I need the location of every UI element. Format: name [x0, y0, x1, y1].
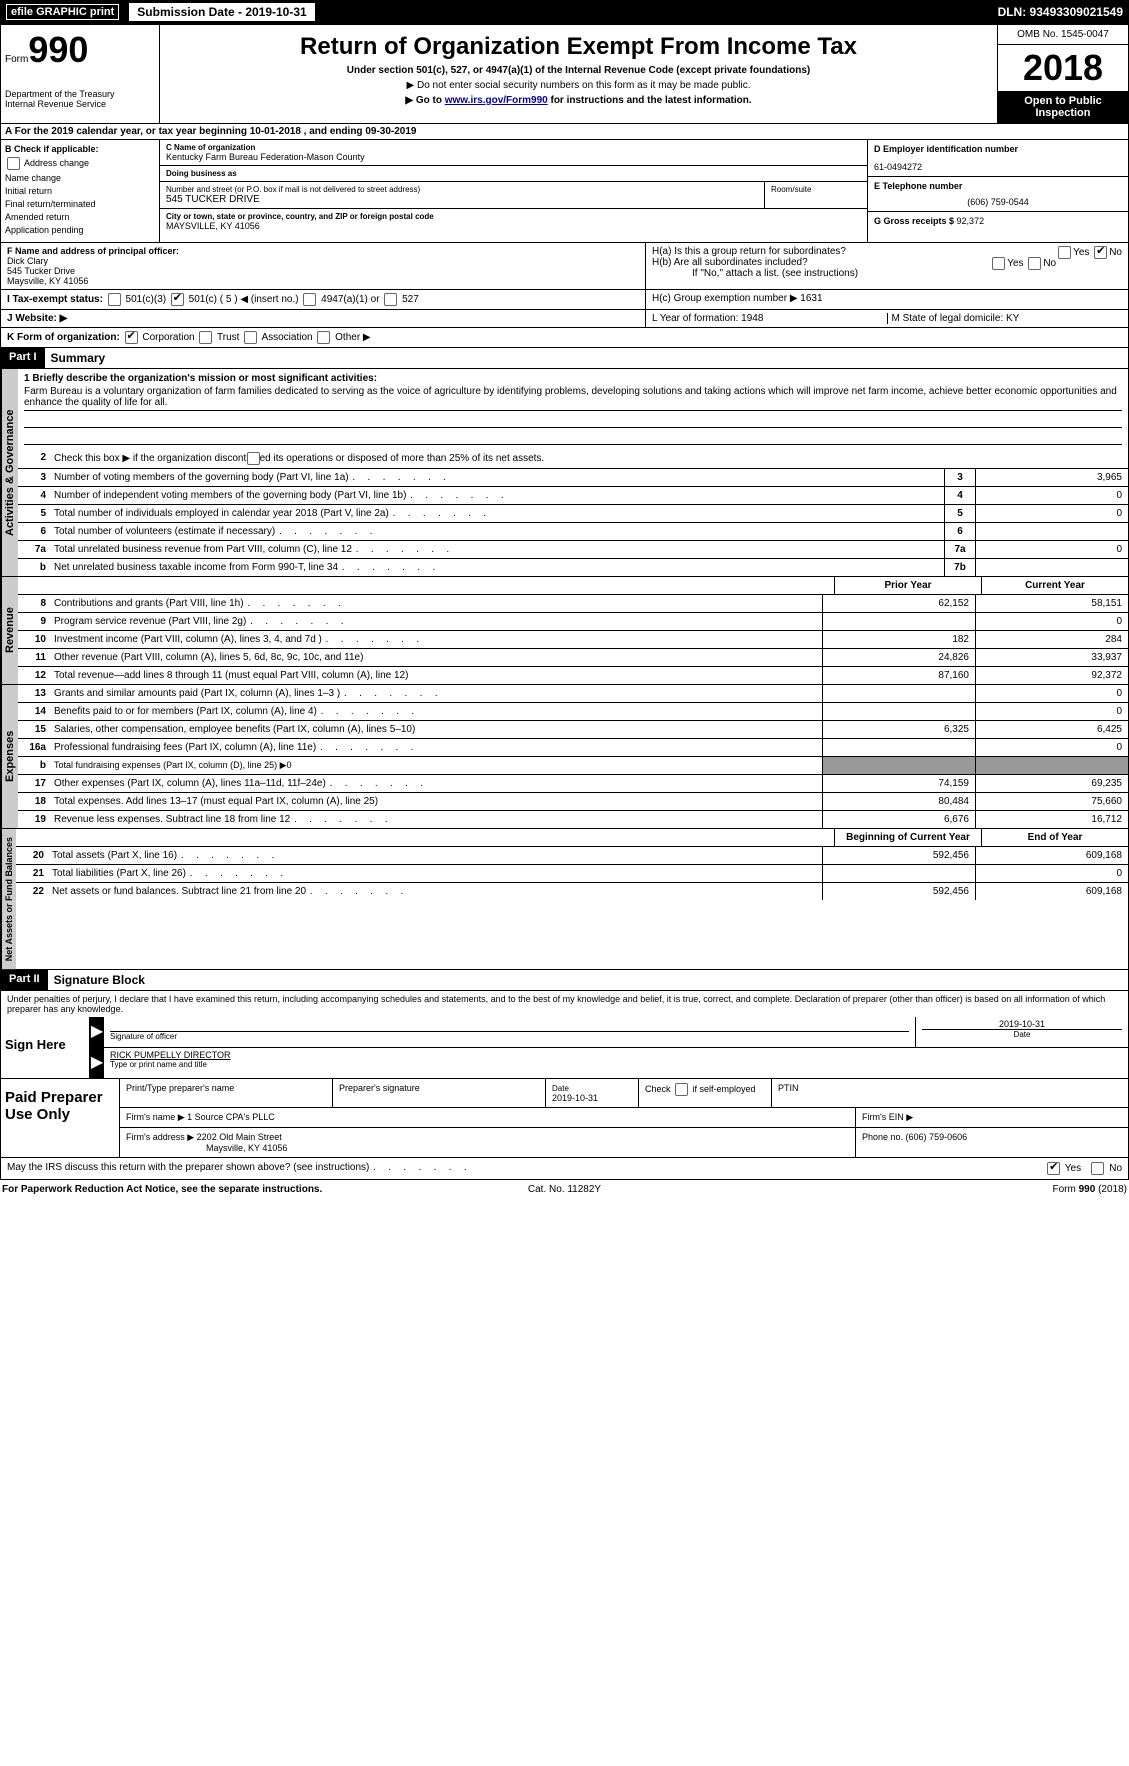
open-to-public: Open to Public Inspection [998, 91, 1128, 123]
sign-here-label: Sign Here [1, 1017, 90, 1078]
col-d-ein: D Employer identification number 61-0494… [867, 140, 1128, 242]
part1-header: Part I Summary [0, 348, 1129, 369]
footer: For Paperwork Reduction Act Notice, see … [0, 1180, 1129, 1199]
cb-assoc[interactable] [244, 331, 257, 344]
l5-val: 0 [975, 505, 1128, 522]
revenue-section: Revenue Prior YearCurrent Year 8Contribu… [0, 577, 1129, 685]
form-header: Form990 Department of the Treasury Inter… [0, 24, 1129, 124]
top-bar: efile GRAPHIC print Submission Date - 20… [0, 0, 1129, 24]
firm-addr2: Maysville, KY 41056 [206, 1143, 287, 1153]
firm-name: 1 Source CPA's PLLC [187, 1112, 275, 1122]
firm-addr1: 2202 Old Main Street [197, 1132, 282, 1142]
paid-preparer-label: Paid Preparer Use Only [1, 1079, 120, 1157]
mission-text: Farm Bureau is a voluntary organization … [24, 384, 1122, 411]
officer-typed-name: RICK PUMPELLY DIRECTOR [110, 1050, 1122, 1060]
cb-4947[interactable] [303, 293, 316, 306]
subtitle-3: ▶ Go to www.irs.gov/Form990 for instruct… [164, 95, 993, 106]
row-fh: F Name and address of principal officer:… [0, 243, 1129, 290]
row-i-tax-status: I Tax-exempt status: 501(c)(3) 501(c) ( … [0, 290, 1129, 310]
row-a-tax-year: A For the 2019 calendar year, or tax yea… [0, 124, 1129, 140]
activities-governance: Activities & Governance 1 Briefly descri… [0, 369, 1129, 577]
cb-initial-return[interactable]: Initial return [5, 186, 155, 196]
state-domicile: M State of legal domicile: KY [888, 313, 1123, 324]
submission-date: Submission Date - 2019-10-31 [129, 3, 314, 21]
cb-527[interactable] [384, 293, 397, 306]
cb-discuss-no[interactable] [1091, 1162, 1104, 1175]
cb-address-change[interactable]: Address change [5, 157, 155, 170]
expenses-section: Expenses 13Grants and similar amounts pa… [0, 685, 1129, 829]
officer-name: Dick Clary [7, 256, 48, 266]
cb-corp[interactable] [125, 331, 138, 344]
form-label: Form [5, 54, 28, 65]
block-bcde: B Check if applicable: Address change Na… [0, 140, 1129, 243]
vert-expenses: Expenses [1, 685, 18, 828]
cb-name-change[interactable]: Name change [5, 173, 155, 183]
hc-group-exemption: H(c) Group exemption number ▶ 1631 [645, 290, 1128, 309]
l7b-val [975, 559, 1128, 576]
arrow-icon: ▶ [90, 1048, 104, 1078]
paid-preparer-section: Paid Preparer Use Only Print/Type prepar… [0, 1079, 1129, 1158]
vert-netassets: Net Assets or Fund Balances [1, 829, 16, 969]
form-number: 990 [28, 29, 88, 70]
discuss-row: May the IRS discuss this return with the… [0, 1158, 1129, 1180]
org-name: Kentucky Farm Bureau Federation-Mason Co… [166, 152, 861, 162]
firm-phone: (606) 759-0606 [906, 1132, 968, 1142]
city: MAYSVILLE, KY 41056 [166, 221, 861, 231]
subtitle-1: Under section 501(c), 527, or 4947(a)(1)… [164, 65, 993, 76]
dept: Department of the Treasury Internal Reve… [5, 89, 155, 109]
signature-block: Under penalties of perjury, I declare th… [0, 991, 1129, 1079]
cb-501c3[interactable] [108, 293, 121, 306]
cb-discontinued[interactable] [247, 452, 260, 465]
col-c-org-info: C Name of organization Kentucky Farm Bur… [160, 140, 867, 242]
cb-app-pending[interactable]: Application pending [5, 225, 155, 235]
cb-self-employed[interactable] [675, 1083, 688, 1096]
subtitle-2: ▶ Do not enter social security numbers o… [164, 80, 993, 91]
row-k-form-org: K Form of organization: Corporation Trus… [0, 328, 1129, 348]
cb-501c[interactable] [171, 293, 184, 306]
row-j-website: J Website: ▶ L Year of formation: 1948 M… [0, 310, 1129, 328]
l4-val: 0 [975, 487, 1128, 504]
dln: DLN: 93493309021549 [998, 5, 1123, 19]
net-assets-section: Net Assets or Fund Balances Beginning of… [0, 829, 1129, 970]
instructions-link[interactable]: www.irs.gov/Form990 [445, 95, 548, 106]
omb-number: OMB No. 1545-0047 [998, 25, 1128, 45]
cb-trust[interactable] [199, 331, 212, 344]
cb-amended[interactable]: Amended return [5, 212, 155, 222]
form-title: Return of Organization Exempt From Incom… [164, 33, 993, 61]
l6-val [975, 523, 1128, 540]
cb-final-return[interactable]: Final return/terminated [5, 199, 155, 209]
part2-header: Part II Signature Block [0, 970, 1129, 991]
cb-discuss-yes[interactable] [1047, 1162, 1060, 1175]
year-formation: L Year of formation: 1948 [652, 313, 888, 324]
l3-val: 3,965 [975, 469, 1128, 486]
cb-other[interactable] [317, 331, 330, 344]
perjury-statement: Under penalties of perjury, I declare th… [1, 991, 1128, 1017]
telephone: (606) 759-0544 [874, 197, 1122, 207]
street: 545 TUCKER DRIVE [166, 194, 758, 205]
efile-label: efile GRAPHIC print [6, 4, 119, 20]
l7a-val: 0 [975, 541, 1128, 558]
vert-activities: Activities & Governance [1, 369, 18, 576]
col-b-checkboxes: B Check if applicable: Address change Na… [1, 140, 160, 242]
tax-year: 2018 [998, 45, 1128, 91]
vert-revenue: Revenue [1, 577, 18, 684]
gross-receipts: 92,372 [957, 216, 985, 226]
ein: 61-0494272 [874, 162, 1122, 172]
arrow-icon: ▶ [90, 1017, 104, 1047]
